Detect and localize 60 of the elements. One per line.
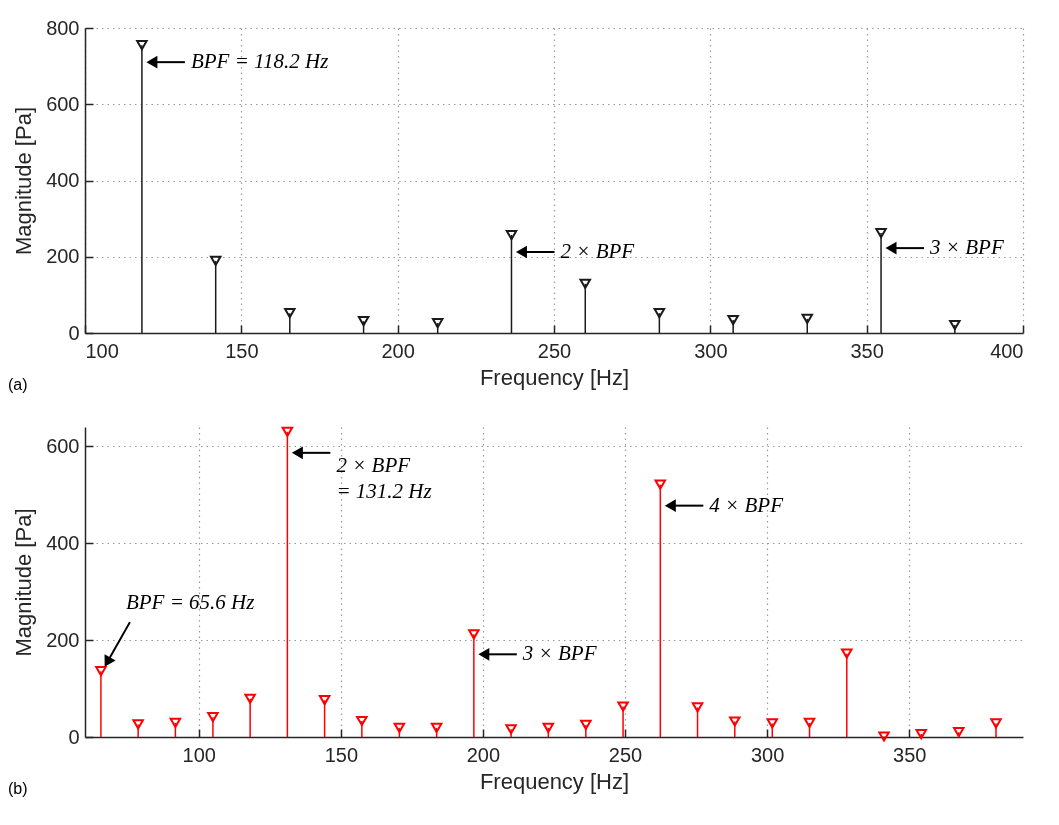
annotation: 2 × BPF (560, 239, 635, 264)
point (803, 717, 816, 729)
annotation: 4 × BPF (709, 492, 784, 517)
point (169, 717, 182, 729)
x-tick-label: 100 (85, 339, 119, 362)
point (990, 718, 1002, 729)
x-tick-label: 150 (324, 743, 359, 766)
point (878, 731, 890, 742)
y-axis-title: Magnitude [Pa] (11, 107, 37, 255)
x-axis-title: Frequency [Hz] (479, 768, 630, 794)
point (617, 701, 629, 712)
text: (a) (8, 376, 28, 393)
point (915, 728, 927, 740)
x-tick-label: 350 (850, 339, 884, 362)
x-tick-label: 300 (694, 339, 728, 362)
point (95, 666, 107, 677)
x-tick-label: 250 (537, 339, 572, 362)
point (729, 716, 741, 727)
x-tick-label: 250 (608, 743, 643, 766)
point (841, 648, 853, 659)
point (953, 727, 965, 738)
point (281, 426, 294, 437)
annotation: BPF = 65.6 Hz (125, 590, 255, 615)
y-tick-label: 200 (46, 628, 80, 651)
point (318, 695, 331, 706)
point (430, 722, 443, 733)
point (132, 719, 144, 730)
annotation: 2 × BPF = 131.2 Hz (336, 452, 432, 503)
point (580, 719, 592, 730)
x-tick-label: 200 (381, 339, 415, 362)
y-tick-label: 400 (46, 531, 80, 554)
y-tick-label: 800 (46, 16, 80, 39)
point (542, 722, 555, 733)
point (766, 718, 779, 729)
annotation: BPF = 118.2 Hz (190, 49, 329, 74)
annotation: 3 × BPF (521, 641, 597, 666)
text: (b) (8, 780, 28, 797)
point (691, 702, 704, 713)
x-tick-label: 100 (182, 743, 216, 766)
x-axis-title: Frequency [Hz] (479, 364, 630, 390)
y-axis-title: Magnitude [Pa] (11, 508, 37, 657)
y-tick-label: 600 (46, 92, 80, 115)
point (654, 479, 667, 490)
x-tick-label: 300 (750, 743, 785, 766)
point (244, 693, 256, 704)
point (468, 629, 480, 640)
y-tick-label: 600 (46, 434, 80, 457)
point (207, 712, 219, 723)
x-tick-label: 350 (893, 743, 927, 766)
x-tick-label: 400 (990, 339, 1024, 362)
point (356, 715, 368, 727)
annotation: 3 × BPF (929, 235, 1004, 260)
y-tick-label: 0 (68, 725, 80, 748)
x-tick-label: 150 (225, 339, 259, 362)
y-tick-label: 200 (46, 245, 80, 268)
y-tick-label: 400 (46, 169, 80, 191)
x-tick-label: 200 (466, 743, 501, 766)
y-tick-label: 0 (68, 321, 80, 344)
point (393, 722, 406, 733)
point (505, 724, 517, 735)
